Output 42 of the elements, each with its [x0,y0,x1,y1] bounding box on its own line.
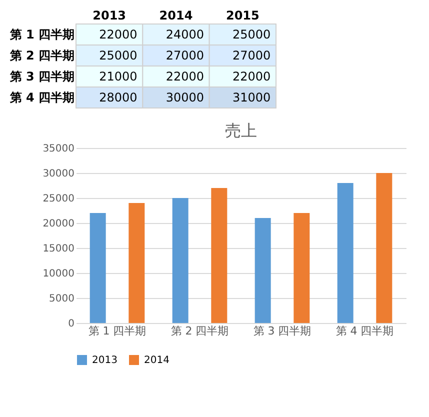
bar [128,203,145,323]
data-label: 25000 [99,48,138,62]
x-tick-label: 第 2 四半期 [170,324,229,338]
y-tick-label: 5000 [49,294,74,304]
x-tick-label: 2013 [92,8,126,22]
bar [211,188,228,323]
bar [376,173,392,323]
y-tick-label: 0 [68,318,74,330]
x-tick-label: 第 3 四半期 [253,324,312,338]
bar [90,213,106,323]
bar [337,183,354,323]
data-label: 24000 [166,28,204,42]
x-tick-label: 第 1 四半期 [88,324,146,338]
x-tick-label: 2014 [159,8,193,22]
y-tick-label: 第 3 四半期 [8,70,74,84]
y-tick-label: 25000 [42,194,74,204]
data-label: 22000 [166,70,204,84]
data-label: 25000 [232,28,271,42]
y-tick-label: 35000 [42,144,74,154]
y-tick-label: 30000 [42,168,74,180]
x-tick-label: 2015 [226,8,260,22]
data-label: 28000 [99,90,138,104]
y-tick-label: 10000 [42,268,74,280]
data-label: 27000 [166,48,204,62]
data-label: 31000 [232,90,271,104]
bar [254,218,271,323]
y-tick-label: 第 2 四半期 [8,48,74,62]
bar [172,198,188,323]
y-tick-label: 15000 [42,244,74,254]
data-label: 22000 [99,28,138,42]
chart-title: 売上 [225,121,257,140]
data-label: 27000 [232,48,271,62]
y-tick-label: 20000 [42,218,74,230]
data-label: 30000 [166,90,204,104]
legend-label: 2014 [144,355,170,366]
data-label: 22000 [232,70,271,84]
x-tick-label: 第 4 四半期 [336,324,394,338]
y-tick-label: 第 1 四半期 [8,28,74,42]
legend-label: 2013 [92,355,118,366]
data-label: 21000 [99,70,138,84]
y-tick-label: 第 4 四半期 [8,90,74,104]
bar [294,213,310,323]
